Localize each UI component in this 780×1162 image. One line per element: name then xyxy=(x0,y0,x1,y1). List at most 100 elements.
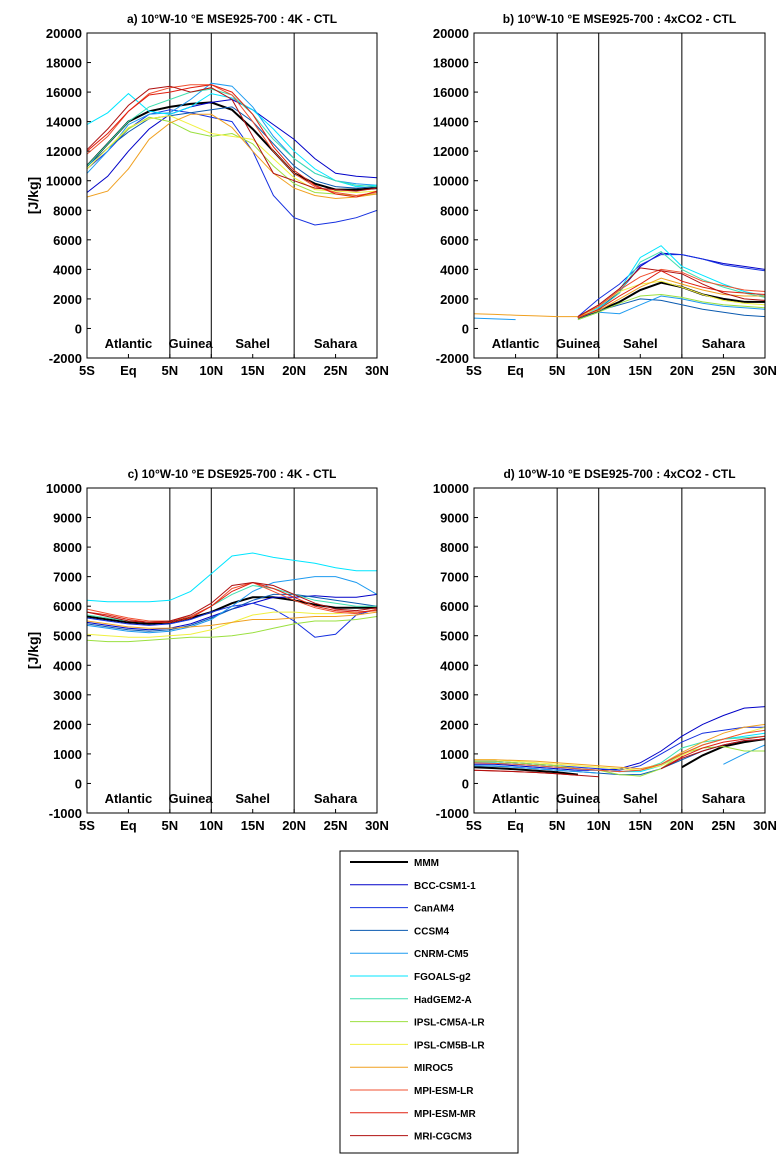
y-tick-label: -2000 xyxy=(436,351,469,366)
y-tick-label: -2000 xyxy=(49,351,82,366)
y-tick-label: 9000 xyxy=(440,511,469,526)
y-tick-label: 8000 xyxy=(53,540,82,555)
y-tick-label: 4000 xyxy=(53,658,82,673)
series-line xyxy=(577,268,765,318)
x-tick-label: 25N xyxy=(711,818,735,833)
y-tick-label: 9000 xyxy=(53,511,82,526)
y-tick-label: -1000 xyxy=(436,806,469,821)
x-tick-label: 25N xyxy=(711,363,735,378)
x-tick-label: 5N xyxy=(549,363,566,378)
legend-label: MPI-ESM-MR xyxy=(414,1109,476,1120)
x-tick-label: Eq xyxy=(507,363,524,378)
series-line xyxy=(87,101,377,191)
y-tick-label: 20000 xyxy=(46,26,82,41)
y-tick-label: 8000 xyxy=(440,203,469,218)
y-tick-label: 20000 xyxy=(433,26,469,41)
y-tick-label: 7000 xyxy=(440,570,469,585)
y-tick-label: 4000 xyxy=(440,262,469,277)
y-tick-label: -1000 xyxy=(49,806,82,821)
x-tick-label: 5N xyxy=(549,818,566,833)
region-label: Sahara xyxy=(702,336,746,351)
y-tick-label: 6000 xyxy=(440,599,469,614)
plot-area xyxy=(474,488,765,813)
series-line xyxy=(577,252,765,319)
series-line xyxy=(87,581,377,623)
panel-title: b) 10°W-10 °E MSE925-700 : 4xCO2 - CTL xyxy=(503,12,736,26)
y-tick-label: 16000 xyxy=(46,85,82,100)
x-tick-label: 5S xyxy=(79,818,95,833)
series-line xyxy=(577,251,765,319)
region-label: Sahara xyxy=(314,791,358,806)
series-line xyxy=(577,280,765,319)
y-tick-label: 10000 xyxy=(46,481,82,496)
x-tick-label: 10N xyxy=(587,818,611,833)
x-tick-label: 20N xyxy=(282,818,306,833)
legend-label: CanAM4 xyxy=(414,904,454,915)
legend-box xyxy=(339,850,519,1154)
panel: c) 10°W-10 °E DSE925-700 : 4K - CTL [J/kg… xyxy=(25,467,389,833)
legend-label: CCSM4 xyxy=(414,926,449,937)
y-tick-label: 1000 xyxy=(440,747,469,762)
legend-label: IPSL-CM5B-LR xyxy=(414,1040,485,1051)
series-group xyxy=(87,552,377,643)
x-tick-label: 5S xyxy=(79,363,95,378)
x-tick-label: 15N xyxy=(628,818,652,833)
plot-area xyxy=(87,488,377,813)
region-label: Sahel xyxy=(623,791,658,806)
region-label: Guinea xyxy=(556,336,601,351)
series-line xyxy=(87,593,377,632)
y-tick-label: 1000 xyxy=(53,747,82,762)
x-tick-label: 30N xyxy=(365,818,389,833)
y-tick-label: 2000 xyxy=(440,717,469,732)
region-label: Atlantic xyxy=(492,791,540,806)
y-tick-label: 8000 xyxy=(440,540,469,555)
series-line xyxy=(577,254,765,317)
region-label: Guinea xyxy=(169,336,214,351)
y-tick-label: 16000 xyxy=(433,85,469,100)
region-label: Sahel xyxy=(623,336,658,351)
region-label: Atlantic xyxy=(105,336,153,351)
series-line xyxy=(87,581,377,622)
series-line xyxy=(87,611,377,629)
region-label: Atlantic xyxy=(492,336,540,351)
y-tick-label: 0 xyxy=(75,321,82,336)
x-tick-label: 25N xyxy=(324,818,348,833)
series-line xyxy=(577,293,765,321)
y-tick-label: 2000 xyxy=(53,292,82,307)
plot-frame xyxy=(86,32,378,359)
y-tick-label: 10000 xyxy=(433,481,469,496)
x-tick-label: 25N xyxy=(324,363,348,378)
x-tick-label: 5S xyxy=(466,818,482,833)
legend-label: BCC-CSM1-1 xyxy=(414,881,476,892)
y-tick-label: 10000 xyxy=(46,174,82,189)
y-tick-label: 12000 xyxy=(433,144,469,159)
series-line xyxy=(474,277,765,318)
region-label: Sahel xyxy=(235,791,270,806)
panel: a) 10°W-10 °E MSE925-700 : 4K - CTL [J/kg… xyxy=(25,12,389,378)
series-line xyxy=(474,723,765,770)
y-tick-label: 14000 xyxy=(46,115,82,130)
region-label: Guinea xyxy=(169,791,214,806)
y-tick-label: 8000 xyxy=(53,203,82,218)
series-line xyxy=(87,576,377,634)
x-tick-label: Eq xyxy=(120,363,137,378)
plot-frame xyxy=(473,487,766,814)
legend-label: MIROC5 xyxy=(414,1063,453,1074)
y-tick-label: 18000 xyxy=(433,56,469,71)
series-line xyxy=(87,106,377,189)
x-tick-label: 10N xyxy=(587,363,611,378)
panel-title: d) 10°W-10 °E DSE925-700 : 4xCO2 - CTL xyxy=(503,467,735,481)
panel: b) 10°W-10 °E MSE925-700 : 4xCO2 - CTL -2… xyxy=(433,12,777,378)
x-tick-label: 20N xyxy=(670,363,694,378)
x-tick-label: 30N xyxy=(753,818,777,833)
x-tick-label: 20N xyxy=(670,818,694,833)
region-label: Sahara xyxy=(314,336,358,351)
series-line xyxy=(474,738,765,778)
x-tick-label: 30N xyxy=(753,363,777,378)
region-label: Guinea xyxy=(556,791,601,806)
y-tick-label: 5000 xyxy=(53,629,82,644)
x-tick-label: 20N xyxy=(282,363,306,378)
series-group xyxy=(474,706,765,778)
x-tick-label: 10N xyxy=(199,363,223,378)
